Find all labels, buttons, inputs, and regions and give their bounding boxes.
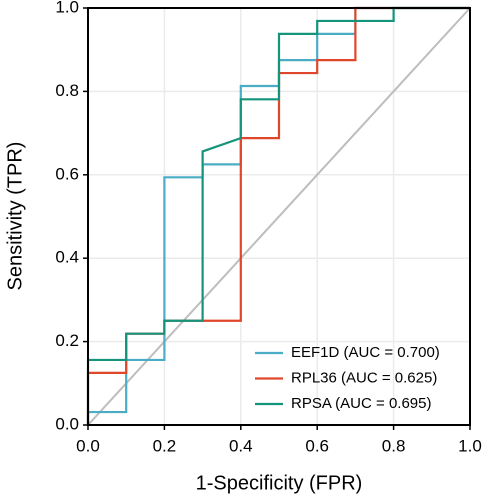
legend-label: RPL36 (AUC = 0.625) [291, 369, 437, 386]
x-tick-label: 0.6 [305, 436, 329, 455]
y-tick-label: 0.2 [55, 331, 79, 350]
x-tick-label: 0.8 [382, 436, 406, 455]
x-axis-title: 1-Specificity (FPR) [196, 472, 363, 494]
plot-lines [86, 6, 471, 426]
x-tick-label: 0.2 [153, 436, 177, 455]
x-tick-label: 0.4 [229, 436, 253, 455]
y-tick-label: 0.8 [55, 81, 79, 100]
legend: EEF1D (AUC = 0.700) RPL36 (AUC = 0.625) RP… [255, 344, 440, 412]
y-tick-label: 1.0 [55, 0, 79, 16]
roc-line [86, 6, 470, 425]
reference-line [87, 7, 471, 426]
legend-label: EEF1D (AUC = 0.700) [291, 344, 440, 361]
y-tick-label: 0.0 [55, 414, 79, 433]
y-tick-label: 0.4 [55, 248, 79, 267]
x-tick-label: 1.0 [458, 436, 482, 455]
y-axis-title: Sensitivity (TPR) [4, 142, 26, 291]
x-tick-label: 0.0 [76, 436, 100, 455]
plot-frame [87, 7, 471, 426]
ticks: 0.0 0.2 0.4 0.6 0.8 1.0 0.0 0.2 0.4 0.6 0.8 1.0 [55, 0, 481, 455]
y-tick-label: 0.6 [55, 164, 79, 183]
legend-label: RPSA (AUC = 0.695) [291, 395, 431, 412]
